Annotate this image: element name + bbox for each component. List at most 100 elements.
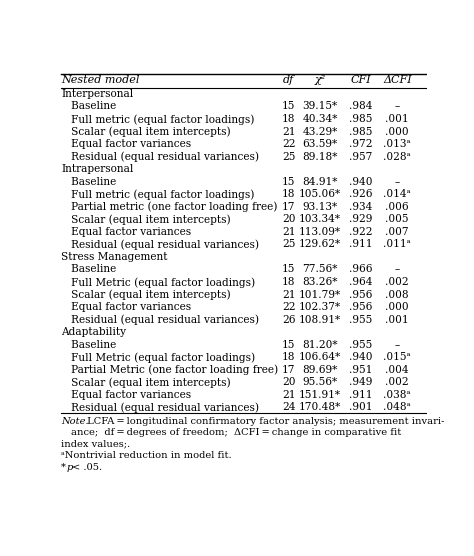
Text: .000: .000 [385,302,409,312]
Text: .985: .985 [349,127,372,137]
Text: 105.06*: 105.06* [299,189,341,199]
Text: 102.37*: 102.37* [299,302,341,312]
Text: CFI: CFI [350,75,371,85]
Text: Full metric (equal factor loadings): Full metric (equal factor loadings) [61,189,255,200]
Text: .048ᵃ: .048ᵃ [383,403,411,413]
Text: .922: .922 [349,227,372,237]
Text: Note.: Note. [61,416,89,425]
Text: 43.29*: 43.29* [302,127,338,137]
Text: < .05.: < .05. [72,463,102,472]
Text: .008: .008 [385,290,409,300]
Text: 18: 18 [282,277,296,287]
Text: .955: .955 [349,340,372,350]
Text: Partial metric (one factor loading free): Partial metric (one factor loading free) [61,202,277,212]
Text: 108.91*: 108.91* [299,315,341,325]
Text: .006: .006 [385,202,409,212]
Text: df: df [283,75,294,85]
Text: 18: 18 [282,353,296,363]
Text: .929: .929 [349,214,372,224]
Text: 21: 21 [282,127,296,137]
Text: .015ᵃ: .015ᵃ [383,353,411,363]
Text: Equal factor variances: Equal factor variances [61,390,191,400]
Text: Partial Metric (one factor loading free): Partial Metric (one factor loading free) [61,365,278,375]
Text: Scalar (equal item intercepts): Scalar (equal item intercepts) [61,214,231,225]
Text: *: * [61,463,66,472]
Text: .964: .964 [349,277,372,287]
Text: ΔCFI: ΔCFI [383,75,411,85]
Text: p: p [66,463,73,472]
Text: .004: .004 [385,365,409,375]
Text: 15: 15 [282,101,295,111]
Text: 40.34*: 40.34* [302,114,338,124]
Text: .984: .984 [349,101,372,111]
Text: .940: .940 [349,353,372,363]
Text: Residual (equal residual variances): Residual (equal residual variances) [61,403,259,413]
Text: Equal factor variances: Equal factor variances [61,302,191,312]
Text: Nested model: Nested model [61,75,139,85]
Text: 151.91*: 151.91* [299,390,341,400]
Text: 170.48*: 170.48* [299,403,341,413]
Text: .949: .949 [349,378,372,388]
Text: Scalar (equal item intercepts): Scalar (equal item intercepts) [61,127,231,137]
Text: .014ᵃ: .014ᵃ [383,189,411,199]
Text: Full Metric (equal factor loadings): Full Metric (equal factor loadings) [61,353,255,363]
Text: .007: .007 [385,227,409,237]
Text: .000: .000 [385,127,409,137]
Text: 25: 25 [282,240,295,250]
Text: .911: .911 [349,390,372,400]
Text: Baseline: Baseline [61,265,116,275]
Text: .013ᵃ: .013ᵃ [383,139,411,149]
Text: .940: .940 [349,177,372,187]
Text: 22: 22 [282,139,296,149]
Text: 129.62*: 129.62* [299,240,341,250]
Text: ance;  df = degrees of freedom;  ΔCFI = change in comparative fit: ance; df = degrees of freedom; ΔCFI = ch… [72,428,401,437]
Text: 84.91*: 84.91* [302,177,338,187]
Text: 25: 25 [282,152,295,162]
Text: .002: .002 [385,277,409,287]
Text: .001: .001 [385,114,409,124]
Text: Full metric (equal factor loadings): Full metric (equal factor loadings) [61,114,255,125]
Text: 77.56*: 77.56* [302,265,338,275]
Text: 24: 24 [282,403,296,413]
Text: .901: .901 [349,403,372,413]
Text: .956: .956 [349,302,372,312]
Text: 21: 21 [282,290,296,300]
Text: Residual (equal residual variances): Residual (equal residual variances) [61,315,259,325]
Text: 17: 17 [282,202,296,212]
Text: Equal factor variances: Equal factor variances [61,227,191,237]
Text: Interpersonal: Interpersonal [61,89,133,99]
Text: 21: 21 [282,390,296,400]
Text: –: – [394,340,400,350]
Text: –: – [394,177,400,187]
Text: Intrapersonal: Intrapersonal [61,164,134,174]
Text: 89.69*: 89.69* [302,365,338,375]
Text: 18: 18 [282,114,296,124]
Text: Residual (equal residual variances): Residual (equal residual variances) [61,240,259,250]
Text: .038ᵃ: .038ᵃ [383,390,411,400]
Text: Equal factor variances: Equal factor variances [61,139,191,149]
Text: 15: 15 [282,340,295,350]
Text: Baseline: Baseline [61,101,116,111]
Text: Stress Management: Stress Management [61,252,168,262]
Text: χ²: χ² [314,75,326,85]
Text: .957: .957 [349,152,372,162]
Text: 103.34*: 103.34* [299,214,341,224]
Text: 106.64*: 106.64* [299,353,341,363]
Text: 95.56*: 95.56* [302,378,337,388]
Text: 21: 21 [282,227,296,237]
Text: 63.59*: 63.59* [302,139,337,149]
Text: 26: 26 [282,315,296,325]
Text: 81.20*: 81.20* [302,340,338,350]
Text: 101.79*: 101.79* [299,290,341,300]
Text: .926: .926 [349,189,372,199]
Text: .951: .951 [349,365,372,375]
Text: Full Metric (equal factor loadings): Full Metric (equal factor loadings) [61,277,255,287]
Text: Baseline: Baseline [61,177,116,187]
Text: Baseline: Baseline [61,340,116,350]
Text: .001: .001 [385,315,409,325]
Text: 15: 15 [282,265,295,275]
Text: .005: .005 [385,214,409,224]
Text: Adaptability: Adaptability [61,327,126,337]
Text: .955: .955 [349,315,372,325]
Text: 93.13*: 93.13* [302,202,337,212]
